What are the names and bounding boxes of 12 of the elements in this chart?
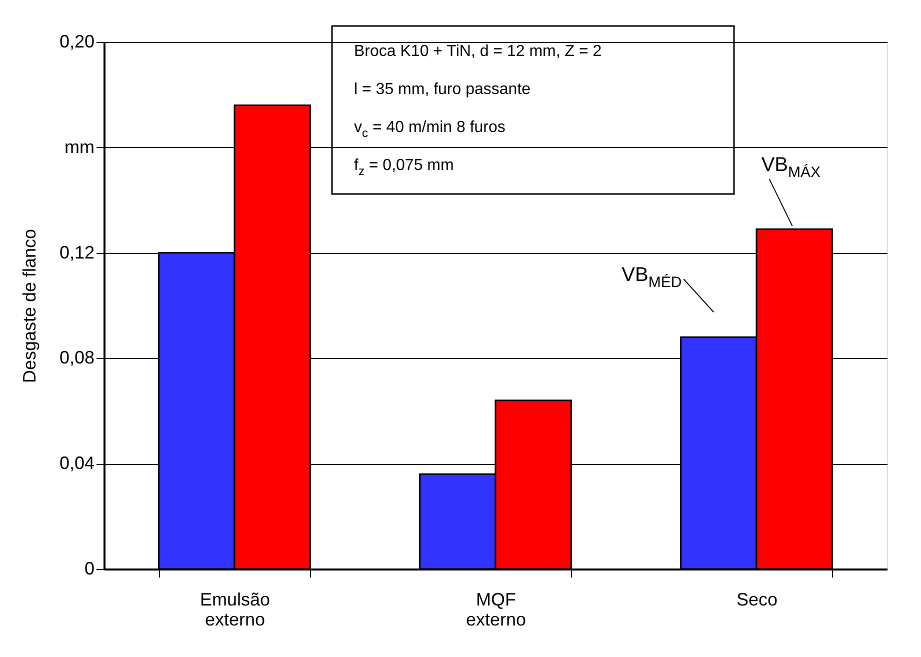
y-tick-label: 0,12 <box>59 242 94 262</box>
annotation: Broca K10 + TiN, d = 12 mm, Z = 2 <box>354 43 602 60</box>
y-tick-label: 0 <box>84 558 94 578</box>
y-axis-title: Desgaste de flanco <box>19 228 40 384</box>
annotation: l = 35 mm, furo passante <box>354 81 531 98</box>
y-tick-label: 0,08 <box>59 348 94 368</box>
x-tick-label: Emulsão externo <box>200 590 270 630</box>
y-tick-label: mm <box>64 136 94 157</box>
y-tick-label: 0,20 <box>59 32 94 52</box>
x-tick-label: MQF externo <box>466 590 526 630</box>
y-tick-label: 0,04 <box>59 453 94 474</box>
x-tick-label: Seco <box>736 590 778 610</box>
